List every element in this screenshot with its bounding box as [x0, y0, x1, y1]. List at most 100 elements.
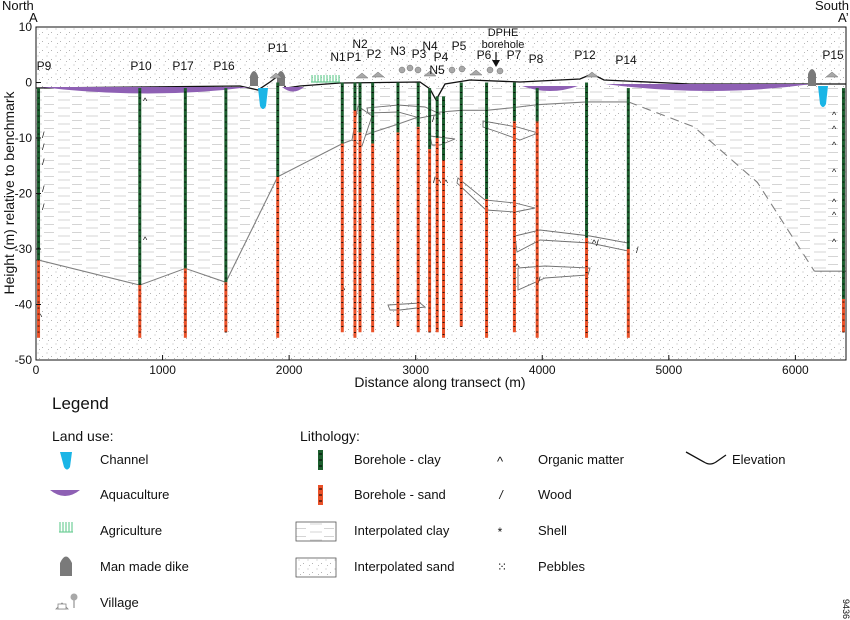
legend-elevation: Elevation: [732, 452, 785, 467]
agriculture-field: [311, 75, 340, 83]
legend: Legend Land use: Lithology: Channel Aqua…: [50, 394, 785, 610]
legend-int-clay: Interpolated clay: [354, 523, 450, 538]
plot-body: ^ ^ ^ ^ ^^ ^^ ^^ ^ // // / / / / // / ^/…: [36, 27, 846, 360]
ground-surface-line: [36, 73, 846, 102]
borehole-p17: P17: [172, 59, 194, 338]
borehole-clay-segment: [435, 96, 439, 138]
x-axis: 0 1000 2000 3000 4000 5000 6000: [33, 355, 809, 377]
borehole-sand-segment: [138, 285, 142, 338]
x-tick-label: 1000: [149, 363, 176, 377]
borehole-label: P5: [452, 39, 467, 53]
svg-text:^: ^: [832, 197, 837, 207]
borehole-label: P15: [822, 48, 844, 62]
borehole-p11: P11: [268, 41, 289, 338]
lithology-heading: Lithology:: [300, 428, 360, 444]
borehole-sand-segment: [371, 143, 375, 333]
borehole-sand-segment: [396, 132, 400, 327]
borehole-label: N2: [352, 37, 368, 51]
dphe-borehole-marker: DPHE borehole: [482, 27, 525, 67]
borehole-p3: P3: [412, 47, 427, 333]
borehole-p8: P8: [529, 52, 544, 338]
borehole-p5: P5: [452, 39, 467, 327]
y-tick-label: -20: [15, 187, 33, 201]
borehole-sand-segment: [585, 237, 589, 338]
a-label: A: [29, 10, 38, 25]
x-tick-label: 4000: [529, 363, 556, 377]
borehole-clay-segment: [459, 82, 463, 161]
borehole-p1: P1: [347, 50, 362, 338]
legend-pebbles: Pebbles: [538, 559, 585, 574]
aquaculture-icon: [50, 490, 80, 496]
borehole-clay-segment: [512, 82, 516, 122]
elevation-icon: [685, 451, 727, 465]
legend-channel: Channel: [100, 452, 149, 467]
borehole-clay-segment: [276, 82, 280, 177]
svg-text:/: /: [42, 157, 45, 167]
y-tick-label: -30: [15, 242, 33, 256]
borehole-label: N1: [330, 50, 346, 64]
borehole-label: P1: [347, 50, 362, 64]
borehole-clay-segment: [224, 88, 228, 283]
borehole-p9: P9: [37, 59, 52, 338]
svg-text:^: ^: [832, 124, 837, 134]
land-use-heading: Land use:: [52, 428, 114, 444]
dphe-label-line2: borehole: [482, 39, 525, 51]
borehole-label: P10: [130, 59, 152, 73]
borehole-clay-segment: [340, 82, 344, 144]
borehole-clay-segment: [442, 96, 446, 161]
borehole-n1: N1: [330, 50, 346, 333]
borehole-label: P14: [615, 53, 637, 67]
a-prime-label: A’: [838, 10, 849, 25]
borehole-sand-segment: [37, 260, 41, 338]
svg-text:/: /: [42, 142, 45, 152]
x-tick-label: 0: [33, 363, 40, 377]
borehole-p7: P7: [507, 48, 522, 333]
bh-clay-icon: [318, 450, 323, 470]
borehole-clay-segment: [138, 88, 142, 286]
svg-text:^: ^: [832, 110, 837, 120]
svg-text:^: ^: [38, 312, 43, 322]
borehole-n2: N2: [352, 37, 368, 333]
y-tick-label: -50: [15, 353, 33, 367]
legend-title: Legend: [52, 394, 109, 413]
legend-bh-clay: Borehole - clay: [354, 452, 441, 467]
borehole-sand-segment: [485, 199, 489, 338]
borehole-sand-segment: [183, 268, 187, 338]
borehole-sand-segment: [442, 160, 446, 338]
svg-text:/: /: [432, 114, 435, 124]
legend-wood: Wood: [538, 487, 572, 502]
borehole-clay-segment: [396, 82, 400, 133]
dphe-label-line1: DPHE: [488, 27, 519, 39]
borehole-clay-segment: [535, 88, 539, 122]
borehole-label: P8: [529, 52, 544, 66]
borehole-n4: N4: [422, 39, 438, 333]
borehole-clay-segment: [371, 82, 375, 144]
borehole-sand-segment: [435, 138, 439, 333]
borehole-label: P16: [213, 59, 235, 73]
figure-number: 9436: [841, 599, 850, 619]
interpolated-clay-area: [36, 88, 846, 286]
svg-text:/: /: [42, 202, 45, 212]
int-sand-icon: [295, 557, 337, 578]
svg-text:^: ^: [143, 235, 148, 245]
borehole-label: N4: [422, 39, 438, 53]
y-axis-title: Height (m) relative to benchmark: [1, 90, 17, 294]
legend-shell: Shell: [538, 523, 567, 538]
borehole-label: P2: [367, 47, 382, 61]
x-tick-label: 5000: [655, 363, 682, 377]
bh-sand-icon: [318, 485, 323, 505]
sand-lenses: [351, 104, 629, 311]
borehole-label: P6: [477, 48, 492, 62]
south-label: South: [815, 0, 849, 13]
borehole-p12: P12: [574, 48, 596, 338]
channels: [258, 86, 828, 109]
borehole-sand-segment: [358, 132, 362, 333]
borehole-p6: P6: [477, 48, 492, 338]
organic-matter-icon: ^: [497, 454, 504, 469]
dike-icon: [60, 556, 72, 576]
x-axis-title: Distance along transect (m): [354, 374, 525, 390]
y-tick-label: -40: [15, 298, 33, 312]
borehole-p14: P14: [615, 53, 637, 338]
north-label: North: [2, 0, 34, 13]
